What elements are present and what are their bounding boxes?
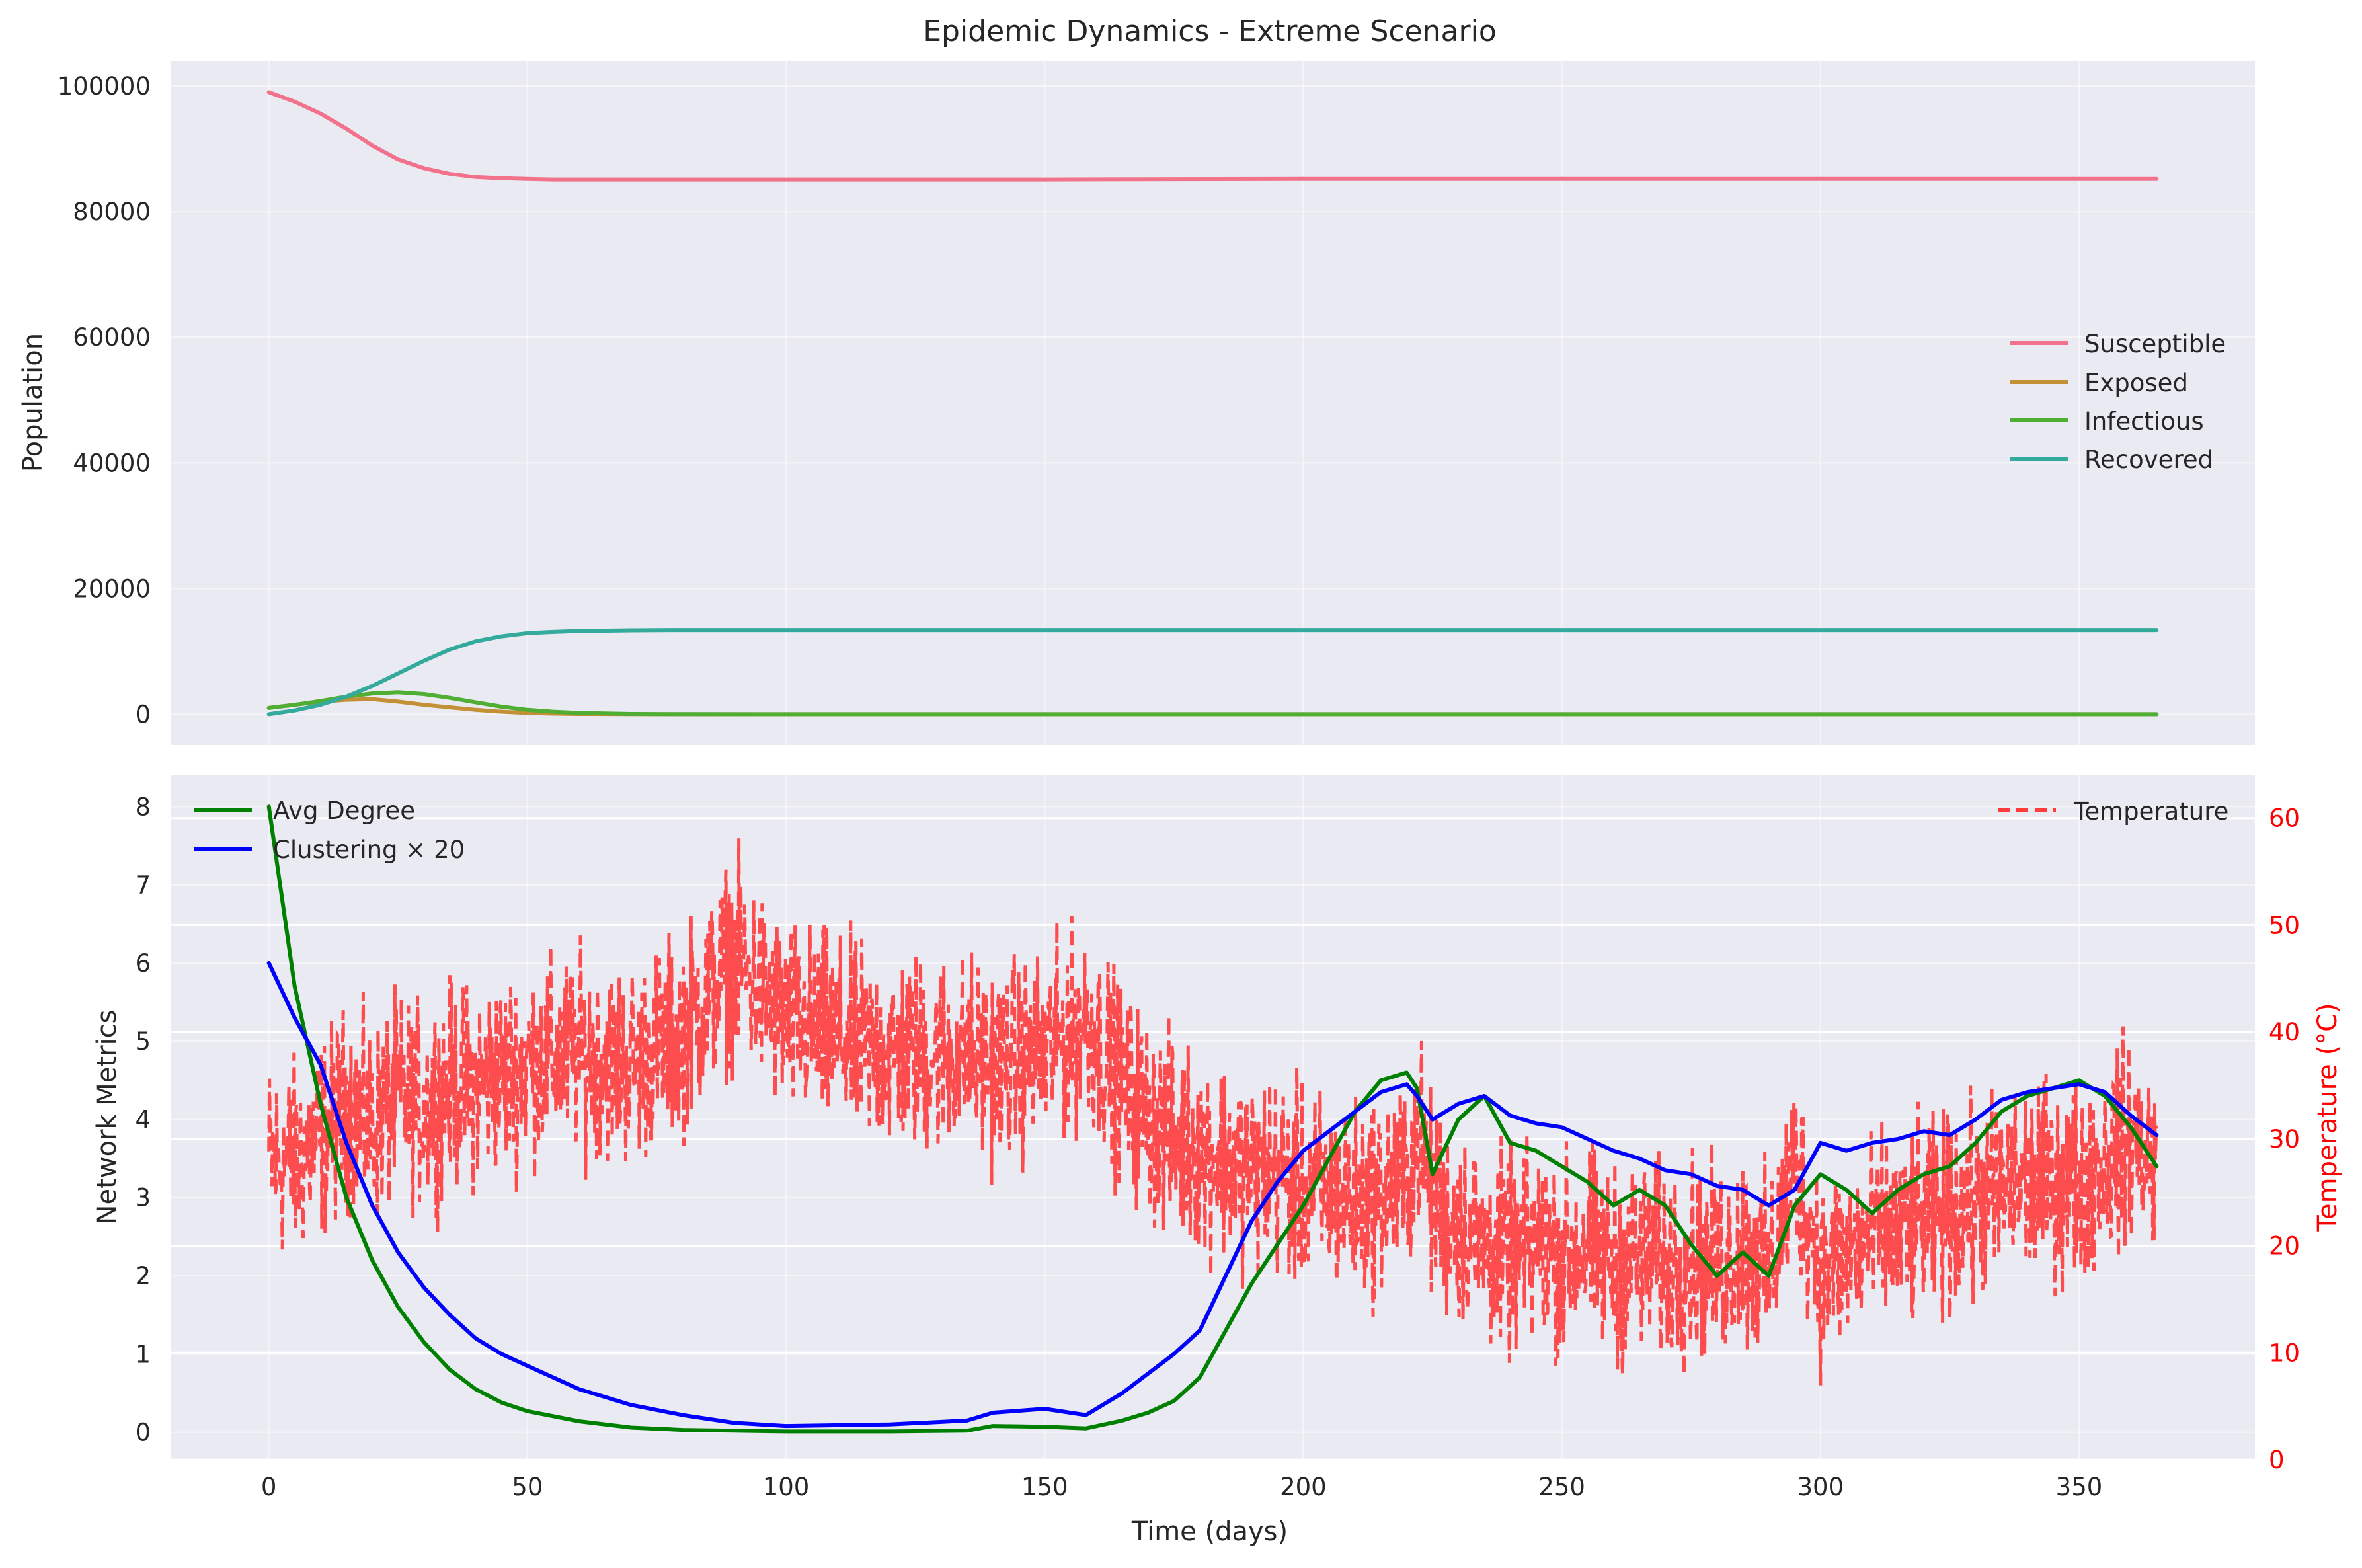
network-gridlines xyxy=(171,775,2255,1461)
series-line-infectious xyxy=(266,690,2159,717)
y2-tick-label-10: 10 xyxy=(2269,1339,2300,1367)
y-tick-label-5: 5 xyxy=(135,1027,151,1056)
legend-label-susceptible: Susceptible xyxy=(2084,330,2226,358)
x-tick-label-200: 200 xyxy=(1280,1473,1327,1501)
y2-tick-label-40: 40 xyxy=(2269,1018,2300,1046)
y2-tick-label-20: 20 xyxy=(2269,1232,2300,1261)
time-x-ticks: 0 50 100 150 200 250 300 350 xyxy=(261,1473,2102,1501)
population-plot-area xyxy=(171,61,2255,745)
series-line-recovered xyxy=(266,628,2159,717)
population-y-ticks: 0 20000 40000 60000 80000 100000 xyxy=(58,72,151,728)
y2-tick-label-60: 60 xyxy=(2269,804,2300,833)
y-tick-label-1: 1 xyxy=(135,1340,151,1368)
y-tick-label-0: 0 xyxy=(135,700,151,728)
y-tick-label-20000: 20000 xyxy=(73,574,151,603)
legend-label-clustering: Clustering × 20 xyxy=(273,836,465,864)
x-tick-label-50: 50 xyxy=(512,1473,543,1501)
temperature-legend: Temperature xyxy=(1998,797,2228,826)
y-tick-label-2: 2 xyxy=(135,1262,151,1290)
y-tick-label-8: 8 xyxy=(135,793,151,821)
series-line-clustering-20 xyxy=(266,960,2159,1429)
series-line-temperature xyxy=(267,838,2158,1386)
network-legend: Avg Degree Clustering × 20 xyxy=(194,797,465,864)
x-tick-label-300: 300 xyxy=(1797,1473,1844,1501)
population-panel: 0 20000 40000 60000 80000 100000 Population S… xyxy=(18,61,2255,745)
temperature-y-axis-label: Temperature (°C) xyxy=(2312,1003,2343,1232)
population-series xyxy=(266,90,2159,717)
legend-label-recovered: Recovered xyxy=(2084,446,2213,474)
y-tick-label-7: 7 xyxy=(135,871,151,900)
y-tick-label-40000: 40000 xyxy=(73,449,151,477)
y-tick-label-3: 3 xyxy=(135,1184,151,1212)
y2-tick-label-0: 0 xyxy=(2269,1446,2285,1474)
temperature-y-ticks: 0 10 20 30 40 50 60 xyxy=(2269,804,2300,1474)
legend-label-exposed: Exposed xyxy=(2084,369,2188,397)
time-x-axis-label: Time (days) xyxy=(1131,1516,1288,1547)
figure-title: Epidemic Dynamics - Extreme Scenario xyxy=(923,15,1497,48)
x-tick-label-0: 0 xyxy=(261,1473,277,1501)
network-panel: 0 1 2 3 4 5 6 7 8 0 10 20 30 40 50 60 0 50 100 150 200 250 3… xyxy=(92,775,2343,1547)
y-tick-label-100000: 100000 xyxy=(58,72,151,100)
x-tick-label-100: 100 xyxy=(763,1473,810,1501)
x-tick-label-350: 350 xyxy=(2056,1473,2103,1501)
network-y-axis-label: Network Metrics xyxy=(92,1010,122,1225)
series-line-susceptible xyxy=(266,90,2159,182)
y2-tick-label-50: 50 xyxy=(2269,911,2300,939)
y-tick-label-4: 4 xyxy=(135,1105,151,1134)
population-y-axis-label: Population xyxy=(18,333,48,472)
legend-label-temperature: Temperature xyxy=(2073,797,2228,826)
population-legend: Susceptible Exposed Infectious Recovered xyxy=(2010,330,2226,474)
y-tick-label-0: 0 xyxy=(135,1419,151,1447)
x-tick-label-150: 150 xyxy=(1021,1473,1068,1501)
x-tick-label-250: 250 xyxy=(1538,1473,1585,1501)
y-tick-label-6: 6 xyxy=(135,949,151,978)
y-tick-label-80000: 80000 xyxy=(73,198,151,226)
y2-tick-label-30: 30 xyxy=(2269,1125,2300,1154)
series-line-avg-degree xyxy=(266,804,2159,1434)
legend-label-infectious: Infectious xyxy=(2084,407,2204,436)
population-gridlines xyxy=(171,61,2255,745)
y-tick-label-60000: 60000 xyxy=(73,323,151,352)
network-series xyxy=(266,804,2159,1434)
legend-label-avg-degree: Avg Degree xyxy=(273,797,415,825)
network-y-ticks: 0 1 2 3 4 5 6 7 8 xyxy=(135,793,151,1446)
